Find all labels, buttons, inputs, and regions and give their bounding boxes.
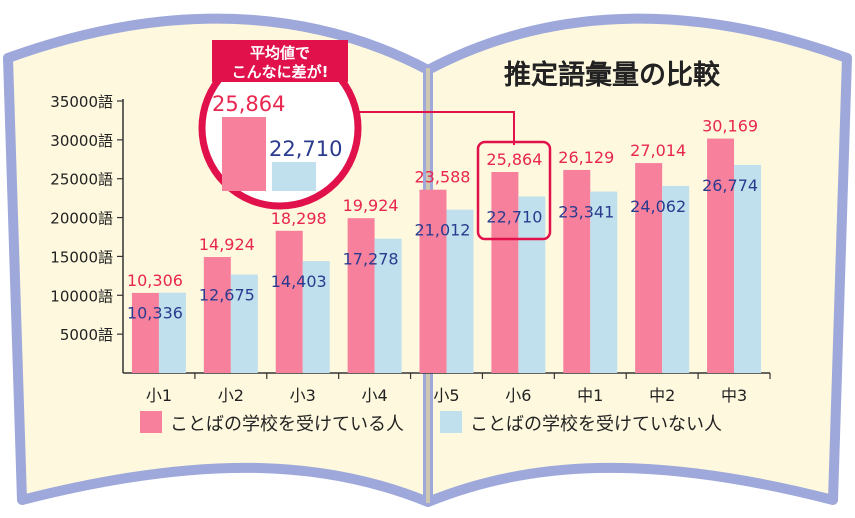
bar-series-a	[131, 292, 159, 373]
y-tick-label: 20000語	[50, 210, 113, 228]
bar-series-b	[374, 238, 402, 373]
callout-value-series-a: 25,864	[212, 92, 285, 116]
chart-value-labels: 10,306 10,336 14,924 12,675 18,298 14,403 19,9…	[127, 117, 758, 323]
callout-value-series-b: 22,710	[269, 137, 342, 161]
bar-series-a	[707, 138, 735, 373]
legend-swatch-series-b	[440, 411, 462, 433]
x-tick-label: 小6	[505, 386, 531, 405]
callout-line1: 平均値で	[250, 44, 310, 62]
callout-banner	[212, 40, 348, 82]
data-label-series-a: 19,924	[343, 196, 399, 215]
chart-title: 推定語彙量の比較	[504, 59, 721, 91]
bar-series-a	[275, 230, 303, 373]
data-label-series-b: 22,710	[486, 208, 542, 227]
bar-series-a	[635, 163, 663, 373]
data-label-series-b: 26,774	[702, 176, 758, 195]
x-tick-label: 小2	[218, 386, 244, 405]
x-tick-label: 小5	[433, 386, 459, 405]
y-tick-label: 35000語	[50, 93, 113, 111]
y-tick-label: 25000語	[50, 171, 113, 189]
x-tick-label: 小1	[146, 386, 172, 405]
y-tick-label: 10000語	[50, 287, 113, 305]
x-tick-label: 小3	[290, 386, 316, 405]
data-label-series-b: 21,012	[415, 221, 471, 240]
callout: 平均値で こんなに差が! 25,864 22,710	[198, 40, 552, 241]
bar-series-b	[446, 209, 474, 373]
data-label-series-a: 10,306	[127, 271, 183, 290]
data-label-series-a: 14,924	[199, 235, 255, 254]
bar-series-a	[347, 218, 375, 373]
chart-bars	[131, 138, 762, 373]
data-label-series-b: 24,062	[630, 197, 686, 216]
data-label-series-a: 27,014	[630, 141, 686, 160]
data-label-series-a: 23,588	[415, 168, 471, 187]
callout-bar-series-b	[272, 162, 316, 191]
x-tick-label: 小4	[362, 386, 388, 405]
bar-series-b	[518, 196, 546, 373]
data-label-series-b: 12,675	[199, 285, 255, 304]
x-tick-label: 中1	[577, 386, 603, 405]
callout-line2: こんなに差が!	[232, 63, 329, 81]
data-label-series-b: 23,341	[558, 203, 614, 222]
bar-series-b	[158, 292, 186, 373]
x-tick-label: 中3	[721, 386, 747, 405]
callout-connector	[357, 111, 515, 145]
bar-series-b	[590, 191, 618, 373]
y-tick-label: 5000語	[60, 326, 113, 344]
y-tick-label: 30000語	[50, 132, 113, 150]
bar-series-a	[491, 171, 519, 373]
data-label-series-a: 18,298	[271, 209, 327, 228]
bar-series-b	[302, 261, 330, 373]
bar-series-a	[563, 169, 591, 373]
callout-highlight-box	[476, 140, 552, 241]
y-tick-label: 15000語	[50, 248, 113, 266]
chart-axes: 5000語 10000語 15000語 20000語 25000語 30000語 35000…	[50, 93, 771, 405]
data-label-series-b: 14,403	[271, 272, 327, 291]
bar-series-a	[419, 189, 447, 373]
data-label-series-a: 25,864	[486, 150, 542, 169]
bar-series-b	[734, 164, 762, 373]
data-label-series-b: 10,336	[127, 304, 183, 323]
data-label-series-a: 30,169	[702, 117, 758, 136]
legend-label-series-a: ことばの学校を受けている人	[170, 414, 404, 435]
legend-swatch-series-a	[140, 411, 162, 433]
bar-series-b	[662, 186, 690, 373]
legend-label-series-b: ことばの学校を受けていない人	[470, 414, 722, 435]
bar-series-a	[203, 257, 231, 373]
bar-series-b	[230, 274, 258, 373]
callout-bar-series-a	[222, 117, 266, 191]
x-tick-label: 中2	[649, 386, 675, 405]
data-label-series-a: 26,129	[558, 148, 614, 167]
data-label-series-b: 17,278	[343, 250, 399, 269]
